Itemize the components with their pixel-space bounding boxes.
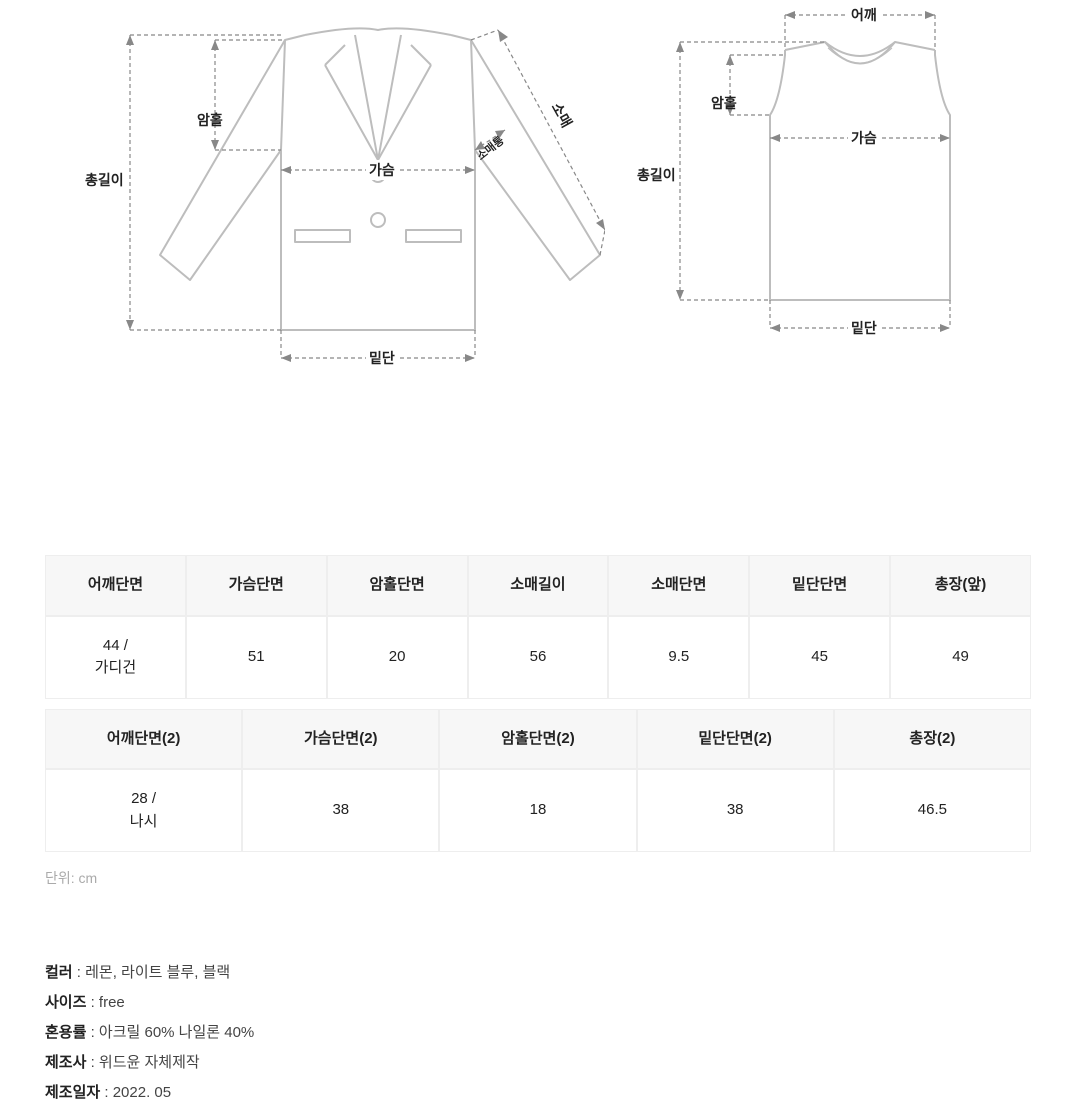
table-cell: 56 [468, 616, 609, 699]
table-cell: 28 /나시 [45, 769, 242, 852]
table-cell: 45 [749, 616, 890, 699]
size-table-2: 어깨단면(2)가슴단면(2)암홀단면(2)밑단단면(2)총장(2) 28 /나시… [45, 709, 1031, 853]
size-table-1: 어깨단면가슴단면암홀단면소매길이소매단면밑단단면총장(앞) 44 /가디건512… [45, 555, 1031, 699]
detail-date: 제조일자 : 2022. 05 [45, 1078, 1031, 1108]
material-label: 혼용률 [45, 1024, 86, 1041]
measurement-diagrams: 총길이 암홀 가슴 소매 소매통 밑단 [45, 0, 1031, 380]
label-armhole: 암홀 [197, 110, 223, 130]
table-cell: 51 [186, 616, 327, 699]
table-header: 총장(2) [834, 709, 1031, 770]
label-hem: 밑단 [366, 348, 398, 368]
label-total-length: 총길이 [85, 170, 124, 190]
table-header: 가슴단면(2) [242, 709, 439, 770]
vest-diagram: 어깨 암홀 가슴 총길이 밑단 [645, 0, 1005, 380]
table-header: 암홀단면(2) [439, 709, 636, 770]
table-header: 총장(앞) [890, 555, 1031, 616]
maker-value: 위드윤 자체제작 [99, 1054, 200, 1071]
table-header: 소매단면 [608, 555, 749, 616]
date-value: 2022. 05 [113, 1084, 171, 1101]
table-row: 44 /가디건5120569.54549 [45, 616, 1031, 699]
table-header: 어깨단면 [45, 555, 186, 616]
table-header: 어깨단면(2) [45, 709, 242, 770]
material-value: 아크릴 60% 나일론 40% [99, 1024, 254, 1041]
detail-size: 사이즈 : free [45, 988, 1031, 1018]
table-cell: 44 /가디건 [45, 616, 186, 699]
label-vest-shoulder: 어깨 [848, 5, 880, 25]
label-chest: 가슴 [366, 160, 398, 180]
size-value: free [99, 994, 125, 1011]
detail-color: 컬러 : 레몬, 라이트 블루, 블랙 [45, 958, 1031, 988]
table-cell: 18 [439, 769, 636, 852]
table-header: 밑단단면 [749, 555, 890, 616]
detail-maker: 제조사 : 위드윤 자체제작 [45, 1048, 1031, 1078]
table-header: 밑단단면(2) [637, 709, 834, 770]
unit-note: 단위: cm [45, 868, 1031, 888]
table-header: 가슴단면 [186, 555, 327, 616]
table-cell: 9.5 [608, 616, 749, 699]
table-cell: 20 [327, 616, 468, 699]
label-vest-armhole: 암홀 [711, 93, 737, 113]
table-cell: 46.5 [834, 769, 1031, 852]
date-label: 제조일자 [45, 1084, 100, 1101]
detail-material: 혼용률 : 아크릴 60% 나일론 40% [45, 1018, 1031, 1048]
table-header: 소매길이 [468, 555, 609, 616]
label-vest-total-length: 총길이 [637, 165, 676, 185]
table-cell: 49 [890, 616, 1031, 699]
table-cell: 38 [242, 769, 439, 852]
label-vest-chest: 가슴 [848, 128, 880, 148]
jacket-diagram: 총길이 암홀 가슴 소매 소매통 밑단 [45, 0, 605, 380]
table-cell: 38 [637, 769, 834, 852]
size-tables: 어깨단면가슴단면암홀단면소매길이소매단면밑단단면총장(앞) 44 /가디건512… [45, 555, 1031, 888]
color-value: 레몬, 라이트 블루, 블랙 [85, 964, 230, 981]
size-label: 사이즈 [45, 994, 86, 1011]
color-label: 컬러 [45, 964, 73, 981]
product-details: 컬러 : 레몬, 라이트 블루, 블랙 사이즈 : free 혼용률 : 아크릴… [45, 958, 1031, 1108]
table-header: 암홀단면 [327, 555, 468, 616]
table-row: 28 /나시38183846.5 [45, 769, 1031, 852]
label-vest-hem: 밑단 [848, 318, 880, 338]
maker-label: 제조사 [45, 1054, 86, 1071]
